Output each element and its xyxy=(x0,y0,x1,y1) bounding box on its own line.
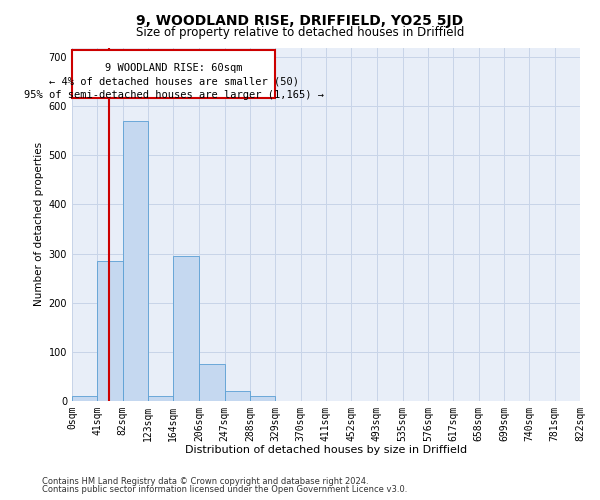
Bar xyxy=(250,396,275,400)
Bar xyxy=(199,364,224,401)
Bar xyxy=(72,396,97,400)
Text: 95% of semi-detached houses are larger (1,165) →: 95% of semi-detached houses are larger (… xyxy=(23,90,323,100)
Bar xyxy=(224,391,250,400)
Text: 9 WOODLAND RISE: 60sqm: 9 WOODLAND RISE: 60sqm xyxy=(105,62,242,72)
Bar xyxy=(122,121,148,400)
Text: ← 4% of detached houses are smaller (50): ← 4% of detached houses are smaller (50) xyxy=(49,76,299,86)
Bar xyxy=(148,396,173,400)
FancyBboxPatch shape xyxy=(72,50,275,98)
Text: Contains public sector information licensed under the Open Government Licence v3: Contains public sector information licen… xyxy=(42,485,407,494)
Bar xyxy=(173,256,199,400)
Text: Size of property relative to detached houses in Driffield: Size of property relative to detached ho… xyxy=(136,26,464,39)
Bar xyxy=(97,261,122,400)
Y-axis label: Number of detached properties: Number of detached properties xyxy=(34,142,44,306)
Text: 9, WOODLAND RISE, DRIFFIELD, YO25 5JD: 9, WOODLAND RISE, DRIFFIELD, YO25 5JD xyxy=(136,14,464,28)
X-axis label: Distribution of detached houses by size in Driffield: Distribution of detached houses by size … xyxy=(185,445,467,455)
Text: Contains HM Land Registry data © Crown copyright and database right 2024.: Contains HM Land Registry data © Crown c… xyxy=(42,477,368,486)
